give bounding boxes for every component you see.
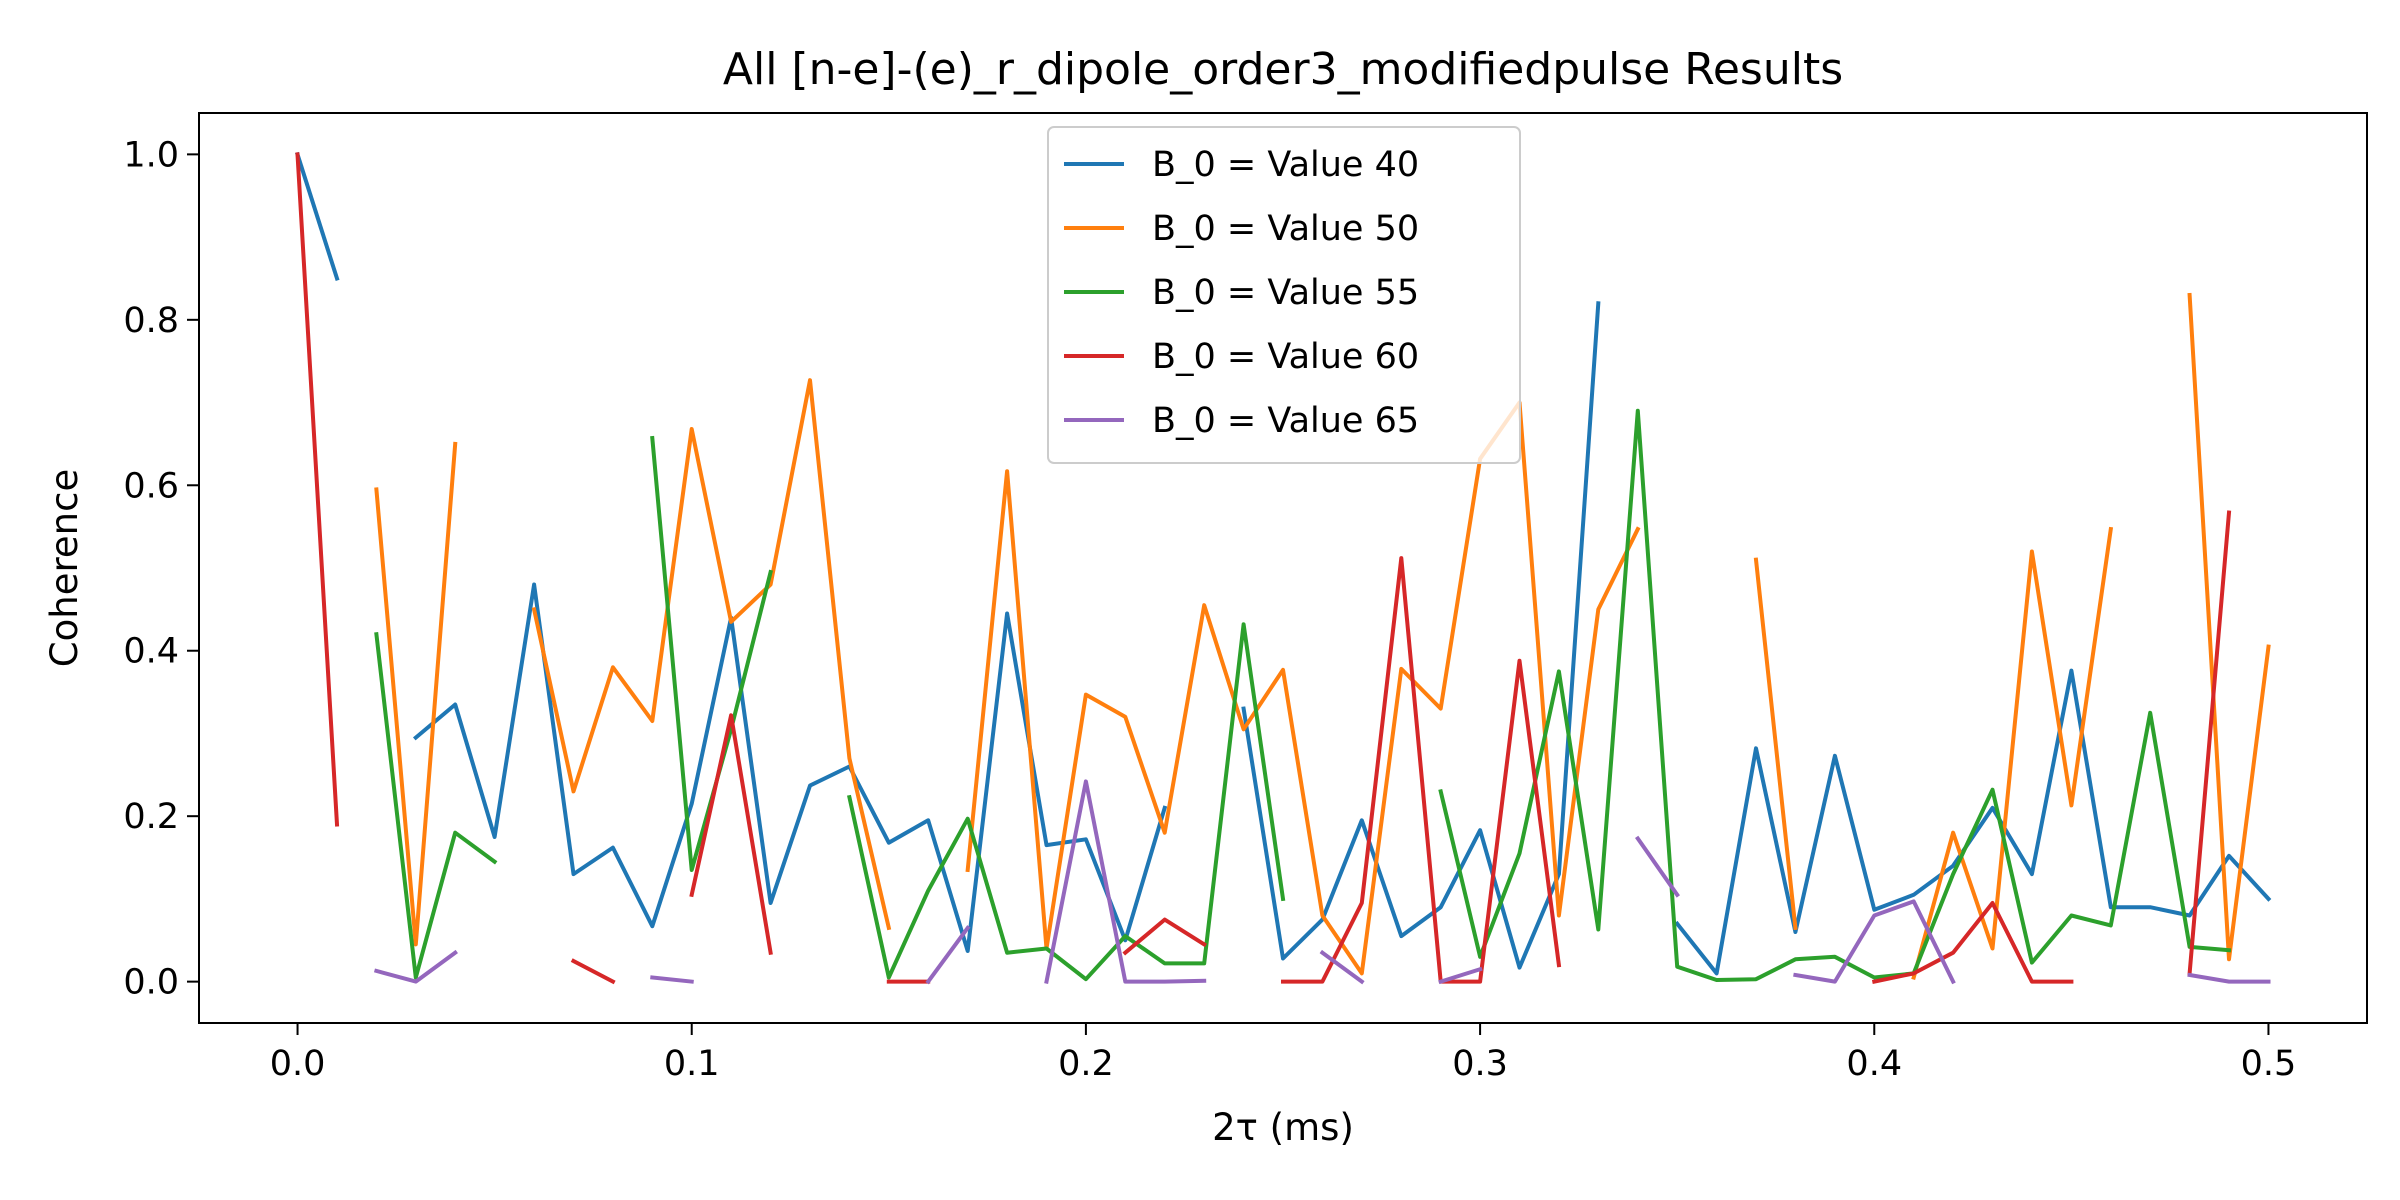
series-segment	[2187, 292, 2271, 962]
series-segment	[1911, 526, 2114, 980]
y-tick-label: 0.4	[123, 632, 179, 672]
series-segment	[374, 631, 498, 980]
series-segment	[925, 925, 971, 985]
series-segment	[1438, 966, 1483, 985]
y-axis: 0.0 0.2 0.4 0.6 0.8 1.0	[123, 135, 199, 1003]
series-line-4	[295, 152, 2232, 985]
legend-label: B_0 = Value 60	[1152, 337, 1419, 377]
series-segment	[2187, 510, 2232, 976]
series-segment	[295, 152, 340, 827]
series-segment	[1122, 917, 1207, 956]
series-line-3	[374, 408, 2232, 982]
series-segment	[531, 378, 892, 931]
series-segment	[1635, 835, 1680, 898]
series-segment	[1044, 779, 1207, 984]
series-segment	[650, 975, 694, 984]
x-tick-label: 0.1	[664, 1044, 720, 1084]
legend-frame	[1047, 126, 1521, 464]
series-segment	[1281, 556, 1562, 984]
series-segment	[373, 949, 458, 984]
legend-label: B_0 = Value 65	[1152, 401, 1419, 441]
series-segment	[847, 622, 1286, 982]
series-segment	[689, 713, 773, 956]
series-segment	[1793, 899, 1956, 985]
y-axis-label: Coherence	[43, 469, 86, 667]
series-segment	[1438, 408, 2232, 982]
series-line-5	[373, 779, 2271, 985]
y-tick-label: 0.8	[123, 301, 179, 341]
legend-label: B_0 = Value 55	[1152, 273, 1419, 313]
series-segment	[1871, 901, 2074, 984]
series-segment	[1753, 557, 1798, 931]
series-segment	[1319, 949, 1365, 985]
x-tick-label: 0.3	[1452, 1044, 1508, 1084]
series-segment	[1674, 668, 2272, 976]
series-segment	[412, 582, 1168, 953]
series-segment	[374, 441, 458, 947]
series-segment	[570, 958, 616, 985]
x-tick-label: 0.2	[1058, 1044, 1114, 1084]
y-tick-label: 1.0	[123, 135, 179, 175]
series-segment	[1241, 301, 1601, 970]
legend-label: B_0 = Value 50	[1152, 209, 1419, 249]
legend: B_0 = Value 40 B_0 = Value 50 B_0 = Value …	[1047, 126, 1521, 464]
y-tick-label: 0.6	[123, 466, 179, 506]
x-tick-label: 0.4	[1846, 1044, 1902, 1084]
series-segment	[294, 151, 340, 282]
legend-label: B_0 = Value 40	[1152, 145, 1419, 185]
plot-area	[294, 151, 2272, 985]
chart-title: All [n-e]-(e)_r_dipole_order3_modifiedpu…	[723, 44, 1843, 95]
x-axis: 0.0 0.1 0.2 0.3 0.4 0.5	[270, 1023, 2297, 1084]
y-tick-label: 0.2	[123, 797, 179, 837]
x-tick-label: 0.5	[2241, 1044, 2297, 1084]
x-axis-label: 2τ (ms)	[1212, 1106, 1354, 1149]
plot-frame	[198, 112, 2368, 1024]
series-line-2	[374, 292, 2271, 980]
y-tick-label: 0.0	[123, 963, 179, 1003]
x-tick-label: 0.0	[270, 1044, 326, 1084]
series-segment	[965, 400, 1641, 976]
series-segment	[2187, 972, 2271, 984]
